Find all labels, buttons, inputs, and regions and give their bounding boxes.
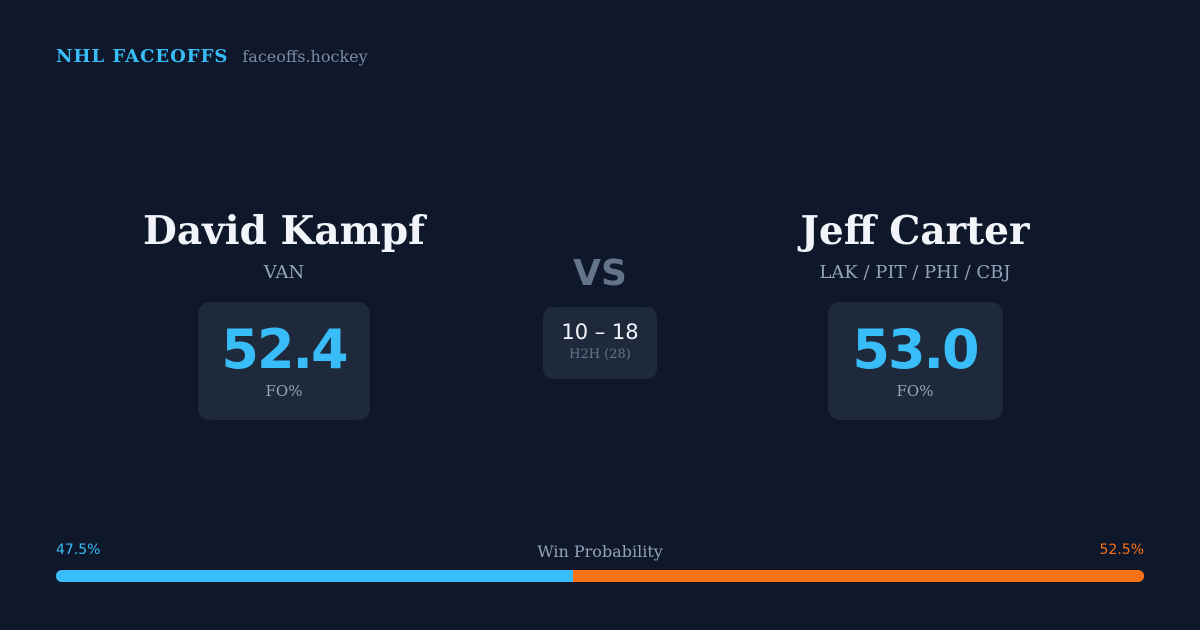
player-right-fo-label: FO%	[896, 382, 934, 400]
brand-site[interactable]: faceoffs.hockey	[242, 47, 368, 66]
win-probability-bar-right	[572, 570, 1144, 582]
brand-name[interactable]: NHL FACEOFFS	[56, 46, 229, 67]
win-probability-labels: 47.5% Win Probability 52.5%	[56, 542, 1144, 562]
win-probability-bar-left	[56, 570, 573, 582]
player-right: Jeff Carter LAK / PIT / PHI / CBJ 53.0 F…	[705, 205, 1125, 420]
player-left-fo-pct: 52.4	[221, 318, 348, 381]
player-left-team: VAN	[263, 262, 305, 283]
player-left-name: David Kampf	[143, 208, 425, 254]
brand-header: NHL FACEOFFS faceoffs.hockey	[56, 46, 368, 67]
win-probability-bar	[56, 570, 1144, 582]
player-right-stat-card: 53.0 FO%	[827, 302, 1003, 420]
player-right-team: LAK / PIT / PHI / CBJ	[819, 262, 1011, 283]
h2h-label: H2H (28)	[569, 347, 631, 362]
win-probability-title: Win Probability	[537, 542, 663, 561]
player-right-fo-pct: 53.0	[852, 318, 979, 381]
player-left-fo-label: FO%	[265, 382, 303, 400]
h2h-score: 10 – 18	[561, 320, 639, 344]
win-probability-left-label: 47.5%	[56, 542, 101, 558]
player-right-name: Jeff Carter	[800, 208, 1030, 254]
h2h-card: 10 – 18 H2H (28)	[543, 307, 657, 379]
player-left: David Kampf VAN 52.4 FO%	[74, 205, 494, 420]
player-left-stat-card: 52.4 FO%	[198, 302, 370, 420]
versus-label: VS	[573, 253, 627, 294]
win-probability-right-label: 52.5%	[1099, 542, 1144, 558]
